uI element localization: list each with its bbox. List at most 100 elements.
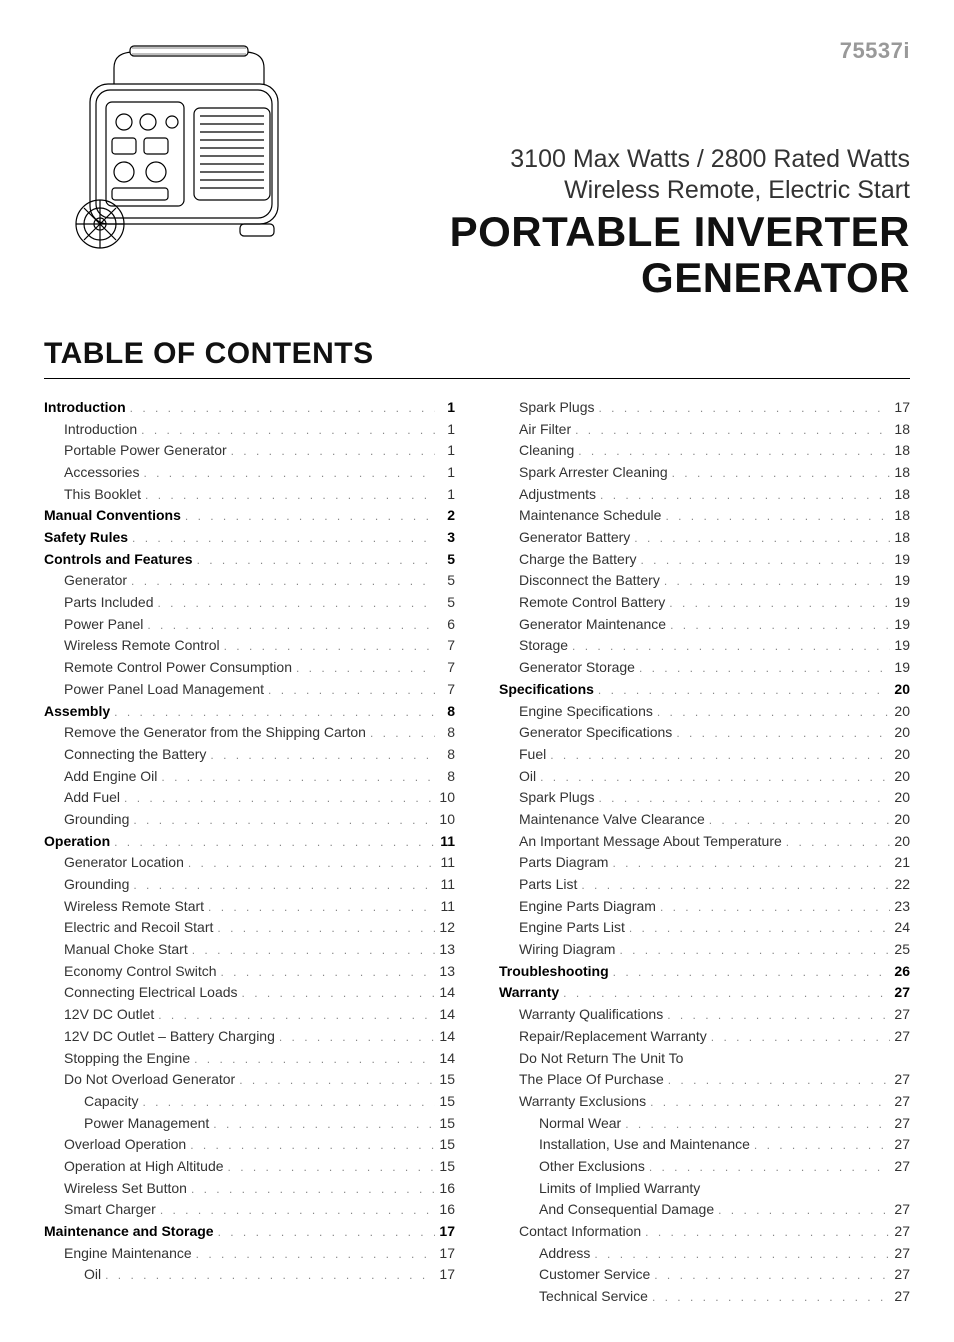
toc-entry-page: 15 xyxy=(435,1069,455,1091)
toc-entry-label: Repair/Replacement Warranty xyxy=(519,1026,707,1048)
toc-entry-page: 7 xyxy=(435,657,455,679)
toc-leader-dots xyxy=(120,789,435,808)
toc-entry: Parts Diagram21 xyxy=(499,852,910,874)
toc-leader-dots xyxy=(546,746,890,765)
toc-leader-dots xyxy=(192,1245,435,1264)
toc-leader-dots xyxy=(645,1158,890,1177)
toc-entry-label: Manual Conventions xyxy=(44,505,181,527)
toc-leader-dots xyxy=(663,1006,890,1025)
toc-entry-label: Warranty Qualifications xyxy=(519,1004,663,1026)
toc-leader-dots xyxy=(590,1245,890,1264)
toc-entry-page: 20 xyxy=(890,744,910,766)
toc-entry-label: Specifications xyxy=(499,679,594,701)
toc-leader-dots xyxy=(750,1136,890,1155)
toc-leader-dots xyxy=(220,637,435,656)
toc-entry-label: Storage xyxy=(519,635,568,657)
toc-leader-dots xyxy=(596,486,890,505)
toc-entry-page: 17 xyxy=(435,1221,455,1243)
toc-leader-dots xyxy=(206,746,435,765)
toc-entry-label: Controls and Features xyxy=(44,549,193,571)
toc-entry-page: 7 xyxy=(435,635,455,657)
toc-leader-dots xyxy=(141,486,435,505)
toc-entry-label: Spark Plugs xyxy=(519,397,594,419)
toc-entry-label: Maintenance Schedule xyxy=(519,505,661,527)
toc-entry-label: Power Panel Load Management xyxy=(64,679,264,701)
toc-entry: Do Not Overload Generator15 xyxy=(44,1069,455,1091)
toc-entry-page: 1 xyxy=(435,419,455,441)
toc-entry-page: 11 xyxy=(435,852,455,874)
toc-entry: 12V DC Outlet – Battery Charging14 xyxy=(44,1026,455,1048)
toc-leader-dots xyxy=(568,637,890,656)
toc-entry-label: Power Panel xyxy=(64,614,143,636)
toc-leader-dots xyxy=(594,789,890,808)
toc-entry-page: 20 xyxy=(890,679,910,701)
toc-leader-dots xyxy=(188,941,435,960)
toc-entry-page: 13 xyxy=(435,961,455,983)
toc-entry-page: 20 xyxy=(890,766,910,788)
toc-leader-dots xyxy=(264,681,435,700)
toc-entry: This Booklet1 xyxy=(44,484,455,506)
toc-entry-label: Introduction xyxy=(64,419,137,441)
toc-entry: Introduction 1 xyxy=(44,419,455,441)
toc-leader-dots xyxy=(292,659,435,678)
toc-entry-page: 17 xyxy=(435,1243,455,1265)
toc-leader-dots xyxy=(536,768,890,787)
toc-entry: Disconnect the Battery19 xyxy=(499,570,910,592)
toc-entry-label: Maintenance and Storage xyxy=(44,1221,214,1243)
toc-leader-dots xyxy=(101,1266,435,1285)
toc-leader-dots xyxy=(128,529,435,548)
toc-leader-dots xyxy=(641,1223,890,1242)
toc-entry-label: Maintenance Valve Clearance xyxy=(519,809,705,831)
toc-entry: Generator Maintenance19 xyxy=(499,614,910,636)
toc-entry-label: Air Filter xyxy=(519,419,571,441)
toc-entry-page: 21 xyxy=(890,852,910,874)
toc-entry-page: 19 xyxy=(890,635,910,657)
toc-leader-dots xyxy=(235,1071,435,1090)
toc-entry-page: 27 xyxy=(890,1243,910,1265)
toc-entry-label: Operation at High Altitude xyxy=(64,1156,224,1178)
toc-leader-dots xyxy=(664,1071,890,1090)
header: 3100 Max Watts / 2800 Rated Watts Wirele… xyxy=(44,40,910,301)
toc-entry: Other Exclusions27 xyxy=(499,1156,910,1178)
toc-leader-dots xyxy=(193,551,435,570)
toc-leader-dots xyxy=(157,768,435,787)
toc-entry-page: 1 xyxy=(435,484,455,506)
toc-entry-label: Safety Rules xyxy=(44,527,128,549)
toc-entry: Remote Control Battery19 xyxy=(499,592,910,614)
toc-entry: Generator Storage19 xyxy=(499,657,910,679)
toc-entry-page: 6 xyxy=(435,614,455,636)
toc-entry: Warranty27 xyxy=(499,982,910,1004)
toc-entry-page: 15 xyxy=(435,1091,455,1113)
toc-entry: Capacity15 xyxy=(44,1091,455,1113)
toc-entry-label: Stopping the Engine xyxy=(64,1048,190,1070)
toc-entry: Engine Specifications20 xyxy=(499,701,910,723)
toc-entry: Generator5 xyxy=(44,570,455,592)
toc-entry: Maintenance Valve Clearance20 xyxy=(499,809,910,831)
toc-leader-dots xyxy=(186,1136,435,1155)
toc-leader-dots xyxy=(661,507,890,526)
toc-entry: Technical Service27 xyxy=(499,1286,910,1308)
toc-entry: Generator Specifications20 xyxy=(499,722,910,744)
toc-entry-page: 1 xyxy=(435,462,455,484)
toc-entry: Engine Maintenance17 xyxy=(44,1243,455,1265)
toc-entry: Contact Information27 xyxy=(499,1221,910,1243)
toc-entry-page: 18 xyxy=(890,484,910,506)
toc-entry-page: 16 xyxy=(435,1178,455,1200)
toc-entry: Manual Choke Start13 xyxy=(44,939,455,961)
toc-entry: Fuel20 xyxy=(499,744,910,766)
toc-leader-dots xyxy=(656,898,890,917)
toc-entry: Power Panel Load Management7 xyxy=(44,679,455,701)
toc-entry-label: Portable Power Generator xyxy=(64,440,227,462)
toc-entry-page: 11 xyxy=(435,831,455,853)
toc-entry-page: 14 xyxy=(435,1048,455,1070)
toc-entry: Power Panel 6 xyxy=(44,614,455,636)
toc-entry: Wireless Remote Start11 xyxy=(44,896,455,918)
toc-entry-page: 5 xyxy=(435,592,455,614)
toc-entry-page: 20 xyxy=(890,831,910,853)
toc-entry-label: Spark Arrester Cleaning xyxy=(519,462,668,484)
toc-entry-page: 12 xyxy=(435,917,455,939)
toc-entry-page: 24 xyxy=(890,917,910,939)
toc-entry-page: 14 xyxy=(435,1026,455,1048)
toc-heading: TABLE OF CONTENTS xyxy=(44,337,910,379)
toc-leader-dots xyxy=(224,1158,435,1177)
